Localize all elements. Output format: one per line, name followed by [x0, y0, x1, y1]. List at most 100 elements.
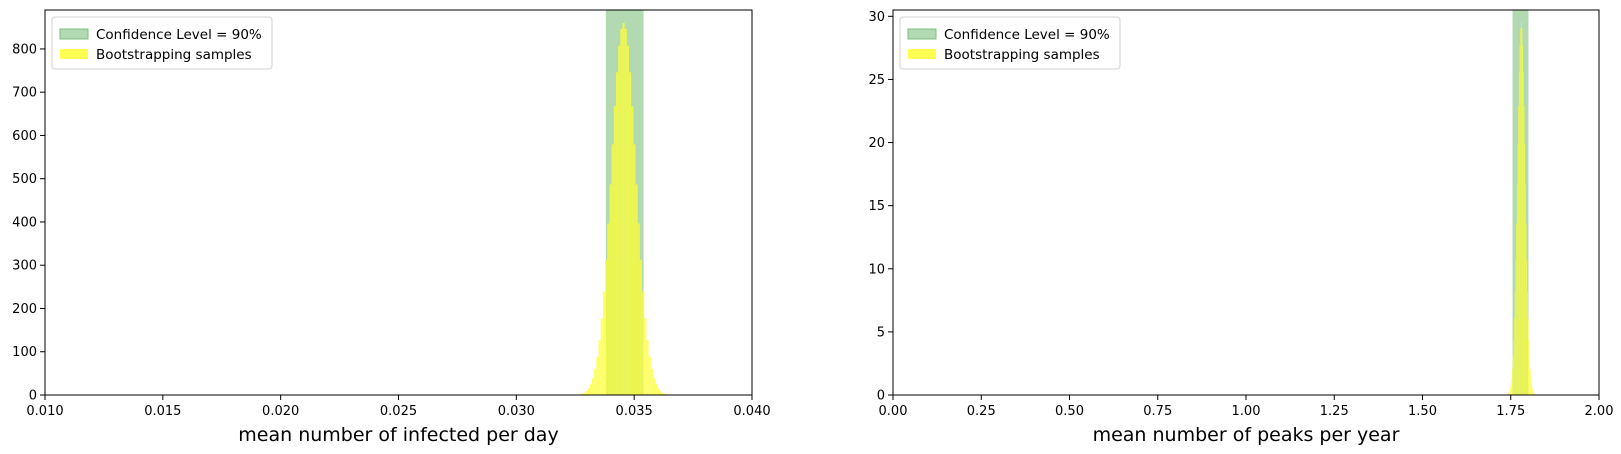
histogram-bar	[589, 384, 592, 395]
histogram-bar	[585, 391, 588, 395]
histogram-bar	[1516, 184, 1518, 395]
histogram-bar	[642, 291, 645, 395]
legend-label: Bootstrapping samples	[96, 47, 252, 63]
histogram-bar	[1512, 369, 1513, 395]
chart-infected-per-day: 0.010 0.015 0.020 0.025 0.030 0.035 0.040 0 100 2…	[12, 9, 771, 446]
histogram-bar	[1533, 392, 1535, 395]
histogram-bar	[1512, 356, 1514, 395]
histogram-bar	[602, 291, 606, 395]
histogram-bar	[1523, 105, 1525, 396]
histogram-bar	[1515, 259, 1517, 395]
histogram-bar	[1532, 391, 1534, 395]
histogram-bar	[1519, 45, 1521, 395]
histogram-bar	[1520, 28, 1521, 395]
y-tick-label: 5	[877, 325, 885, 340]
legend-box	[899, 16, 1121, 70]
histogram-bar	[605, 259, 608, 395]
histogram-bar	[644, 318, 647, 395]
legend-label: Confidence Level = 90%	[96, 27, 262, 43]
histogram-bar	[611, 144, 614, 395]
histogram-bar	[581, 393, 584, 395]
histogram-bar	[1528, 339, 1530, 395]
y-tick-label: 30	[868, 10, 885, 25]
legend-box	[51, 16, 273, 70]
histogram-bar	[583, 392, 586, 395]
legend: Confidence Level = 90% Bootstrapping samp…	[899, 16, 1121, 70]
histogram-bar	[1520, 22, 1522, 395]
histogram-bar	[609, 184, 612, 395]
x-tick-label: 0.015	[144, 404, 181, 419]
y-tick-label: 400	[12, 215, 37, 230]
y-tick-label: 500	[12, 172, 37, 187]
histogram-bar	[1517, 144, 1519, 395]
histogram-bar	[659, 391, 662, 395]
histogram-bar	[661, 392, 664, 395]
histogram-bar	[1514, 318, 1515, 395]
histogram-bar	[618, 45, 621, 396]
histogram-bar	[1521, 28, 1523, 395]
histogram-bar	[626, 45, 630, 396]
histogram-bar	[1514, 291, 1516, 395]
y-tick-label: 15	[868, 199, 885, 214]
histogram-bar	[1534, 393, 1535, 395]
chart-peaks-per-year: 0.00 0.25 0.50 0.75 1.00 1.25 1.50 1.75 2.00 0 5 10…	[868, 9, 1614, 446]
x-tick-label: 1.50	[1408, 404, 1437, 419]
histogram-bar	[615, 72, 619, 395]
x-axis-title: mean number of peaks per year	[1093, 424, 1400, 446]
x-tick-label: 0.50	[1055, 404, 1084, 419]
y-tick-label: 700	[12, 86, 37, 101]
x-tick-label: 0.035	[616, 404, 653, 419]
histogram-bar	[620, 28, 623, 396]
legend-swatch	[907, 28, 937, 40]
histogram-bar	[624, 28, 627, 396]
y-tick-label: 800	[12, 42, 37, 57]
histogram-bar	[637, 223, 640, 395]
histogram-bar	[635, 184, 638, 395]
histogram-bar	[1527, 291, 1528, 395]
histogram-bar	[587, 388, 590, 395]
histogram-bar	[646, 340, 649, 395]
histogram-bar	[1523, 71, 1524, 395]
x-tick-label: 0.75	[1143, 404, 1172, 419]
legend-label: Confidence Level = 90%	[944, 27, 1110, 43]
x-tick-label: 1.75	[1496, 404, 1525, 419]
histogram-bar	[1529, 369, 1531, 395]
histogram-bar	[622, 22, 625, 395]
y-tick-label: 20	[868, 136, 885, 151]
y-tick-label: 0	[29, 389, 37, 404]
histogram-bar	[1518, 71, 1520, 395]
histogram-bar	[1509, 388, 1511, 395]
histogram-bar	[1516, 223, 1517, 395]
histogram-bar	[648, 356, 651, 395]
histogram-bar	[633, 144, 636, 395]
histogram-bar	[1513, 339, 1515, 395]
histogram-bar	[607, 223, 610, 395]
histogram-bar	[596, 356, 599, 395]
histogram-bar	[1525, 184, 1526, 395]
histogram-bar	[598, 340, 601, 395]
y-tick-label: 100	[12, 345, 37, 360]
histogram-bar	[1518, 105, 1519, 396]
histogram-bar	[591, 378, 595, 395]
x-tick-label: 0.010	[26, 404, 63, 419]
x-tick-label: 2.00	[1585, 404, 1614, 419]
histogram-bar	[650, 369, 653, 395]
y-tick-label: 25	[868, 73, 885, 88]
x-tick-label: 1.25	[1320, 404, 1349, 419]
histogram-bar	[1510, 384, 1512, 395]
legend-swatch	[59, 28, 89, 40]
x-axis-title: mean number of infected per day	[238, 424, 558, 446]
histogram-bar	[1530, 378, 1532, 395]
histogram-bar	[657, 388, 660, 395]
histogram-bar	[613, 106, 616, 395]
x-tick-label: 0.020	[262, 404, 299, 419]
y-tick-label: 10	[868, 262, 885, 277]
legend: Confidence Level = 90% Bootstrapping samp…	[51, 16, 273, 70]
histogram-bar	[1532, 388, 1533, 395]
histogram-bar	[600, 318, 603, 395]
histogram-bar	[663, 393, 667, 395]
histogram-bar	[1508, 392, 1510, 395]
x-tick-label: 0.25	[967, 404, 996, 419]
histogram-bar	[1509, 391, 1510, 395]
